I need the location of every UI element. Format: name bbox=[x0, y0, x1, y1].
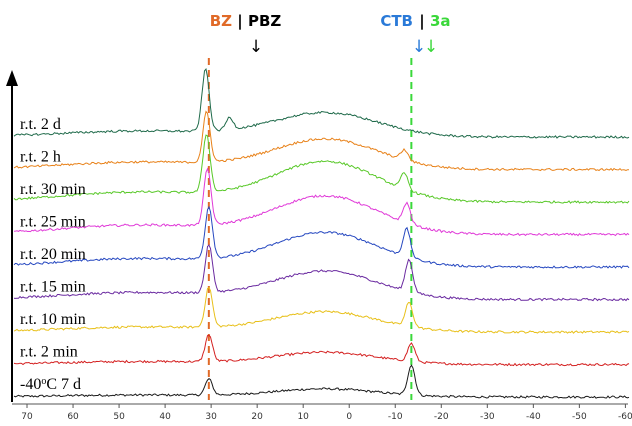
x-tick-label: 0 bbox=[346, 412, 352, 422]
x-tick-label: 50 bbox=[113, 412, 125, 422]
arrow-down-icon-pbz: ↓ bbox=[249, 37, 263, 57]
x-tick-label: -50 bbox=[572, 412, 587, 422]
series-label: r.t. 30 min bbox=[20, 181, 86, 198]
spectrum-trace bbox=[13, 364, 630, 399]
series-label: r.t. 15 min bbox=[20, 279, 86, 296]
annotation-bz: BZ bbox=[210, 12, 232, 30]
series-label: r.t. 25 min bbox=[20, 214, 86, 231]
series-labels: -40oC 7 d r.t. 2 min r.t. 10 min r.t. 15 mi… bbox=[20, 116, 86, 393]
x-tick-label: -60 bbox=[618, 412, 632, 422]
x-tick-label: -10 bbox=[388, 412, 403, 422]
x-axis-ticks: 70 60 50 40 30 20 10 0 -10 -20 -30 -40 -50 -60 bbox=[21, 404, 632, 422]
series-label: -40oC 7 d bbox=[20, 376, 81, 394]
x-tick-label: -40 bbox=[526, 412, 541, 422]
spectrum-trace bbox=[13, 68, 630, 139]
series-label: r.t. 2 d bbox=[20, 116, 61, 133]
spectrum-trace bbox=[13, 286, 630, 334]
x-tick-label: 30 bbox=[205, 412, 217, 422]
spectrum-trace bbox=[13, 334, 630, 367]
x-tick-label: -30 bbox=[480, 412, 495, 422]
y-axis-arrowhead bbox=[6, 70, 18, 86]
annotation-separator-2: | bbox=[419, 12, 424, 31]
spectrum-trace bbox=[13, 244, 630, 302]
arrow-down-icon-3a: ↓ bbox=[424, 37, 438, 57]
spectra-traces bbox=[13, 68, 630, 399]
peak-annotations: BZ | PBZ CTB | 3a ↓ ↓ ↓ bbox=[210, 12, 451, 57]
spectrum-trace bbox=[13, 110, 629, 172]
series-label: r.t. 10 min bbox=[20, 311, 86, 328]
series-label: r.t. 20 min bbox=[20, 246, 86, 263]
x-tick-label: 20 bbox=[251, 412, 263, 422]
annotation-pbz: PBZ bbox=[248, 12, 281, 30]
annotation-separator-1: | bbox=[237, 12, 242, 31]
x-tick-label: 70 bbox=[21, 412, 33, 422]
series-label: r.t. 2 h bbox=[20, 149, 61, 166]
spectrum-trace bbox=[13, 167, 630, 237]
x-tick-label: 40 bbox=[159, 412, 171, 422]
x-tick-label: 60 bbox=[67, 412, 79, 422]
annotation-ctb: CTB bbox=[380, 12, 413, 30]
x-tick-label: -20 bbox=[434, 412, 449, 422]
annotation-3a: 3a bbox=[430, 12, 451, 30]
spectrum-trace bbox=[13, 205, 630, 269]
spectrum-trace bbox=[13, 134, 630, 204]
y-axis bbox=[6, 70, 18, 402]
x-tick-label: 10 bbox=[297, 412, 309, 422]
guide-lines bbox=[207, 58, 413, 400]
arrow-down-icon-ctb: ↓ bbox=[412, 37, 426, 57]
series-label: r.t. 2 min bbox=[20, 344, 78, 361]
